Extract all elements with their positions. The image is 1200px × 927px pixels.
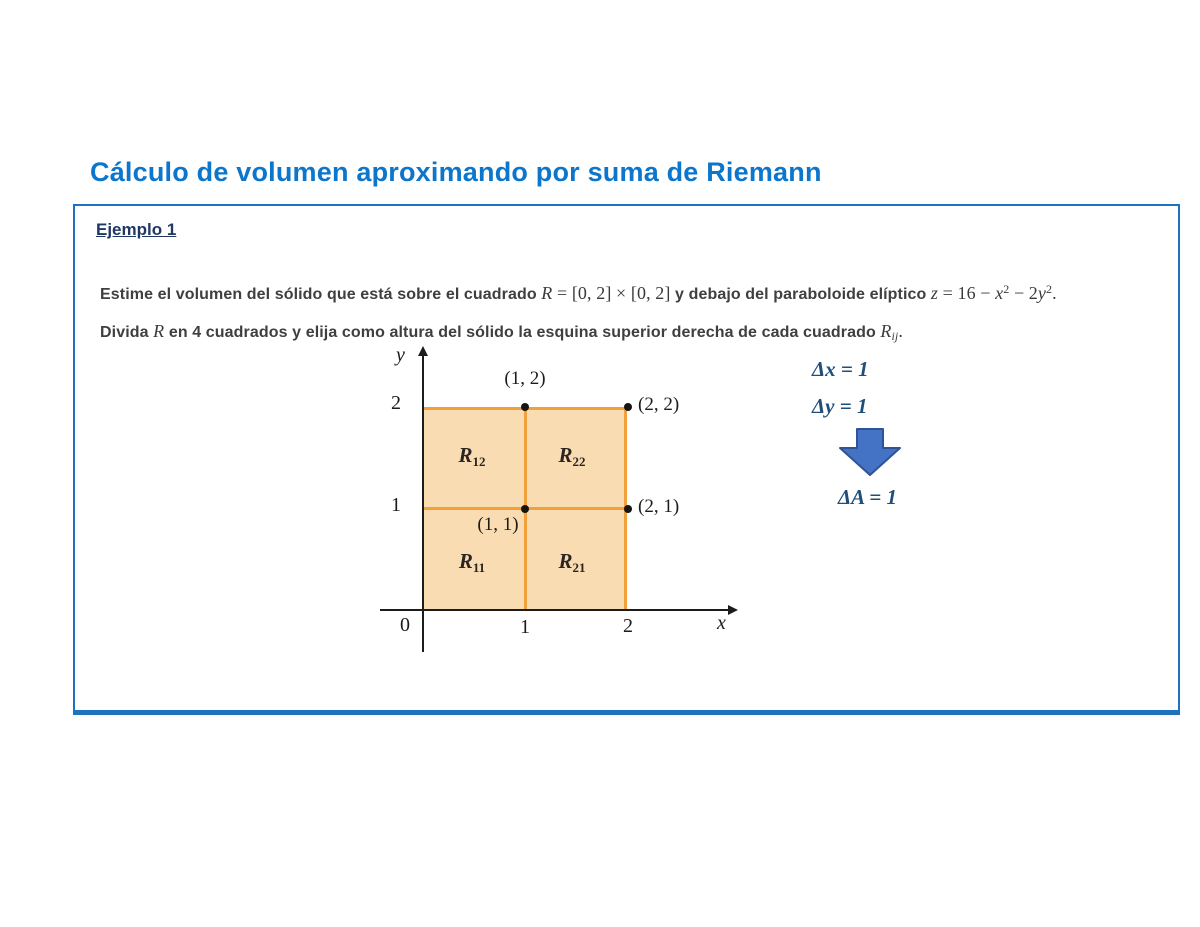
- page-title: Cálculo de volumen aproximando por suma …: [90, 157, 822, 187]
- delta-A-annotation: ΔA = 1: [838, 485, 897, 509]
- x-axis-arrowhead-icon: [728, 605, 738, 615]
- text-run: Estime el volumen del sólido que está so…: [100, 286, 542, 303]
- origin-label: 0: [400, 614, 410, 636]
- corner-point-dot-1-1: [521, 505, 529, 513]
- x-axis-label: x: [717, 612, 726, 634]
- y-axis-label: y: [396, 344, 405, 366]
- down-arrow-icon: [839, 428, 901, 476]
- corner-point-dot-1-2: [521, 403, 529, 411]
- text-run: Divida: [100, 324, 154, 341]
- math-run: R: [153, 321, 165, 341]
- math-run: R = [0, 2] × [0, 2]: [541, 283, 671, 303]
- point-label-2-2: (2, 2): [638, 394, 680, 415]
- point-label-2-1: (2, 1): [638, 496, 680, 517]
- delta-x-annotation: Δx = 1: [812, 357, 869, 381]
- example-heading: Ejemplo 1: [96, 220, 177, 239]
- problem-statement-line1: Estime el volumen del sólido que está so…: [100, 282, 1057, 304]
- math-run: z = 16 − x2 − 2y2.: [930, 282, 1057, 303]
- x-tick-2: 2: [623, 615, 633, 637]
- region-label-R11: R11: [458, 549, 486, 575]
- region-label-R12: R12: [458, 443, 486, 469]
- x-axis: [380, 609, 730, 611]
- problem-statement-line2: Divida R en 4 cuadrados y elija como alt…: [100, 321, 903, 344]
- math-run: Rij.: [880, 321, 903, 343]
- corner-point-dot-2-1: [624, 505, 632, 513]
- point-label-1-2: (1, 2): [504, 368, 546, 389]
- x-tick-1: 1: [520, 616, 530, 638]
- region-label-R21: R21: [558, 549, 586, 575]
- delta-y-annotation: Δy = 1: [812, 394, 868, 418]
- y-tick-2: 2: [391, 392, 401, 414]
- point-label-1-1: (1, 1): [477, 514, 519, 535]
- y-axis-arrowhead-icon: [418, 346, 428, 356]
- region-label-R22: R22: [558, 443, 586, 469]
- y-axis: [422, 354, 424, 652]
- y-tick-1: 1: [391, 494, 401, 516]
- text-run: en 4 cuadrados y elija como altura del s…: [164, 324, 881, 341]
- riemann-grid-figure: y 2 1 0 1 2 x (1, 2) (2, 2) (2, 1) (1, 1…: [380, 344, 742, 660]
- text-run: y debajo del paraboloide elíptico: [670, 286, 931, 303]
- corner-point-dot-2-2: [624, 403, 632, 411]
